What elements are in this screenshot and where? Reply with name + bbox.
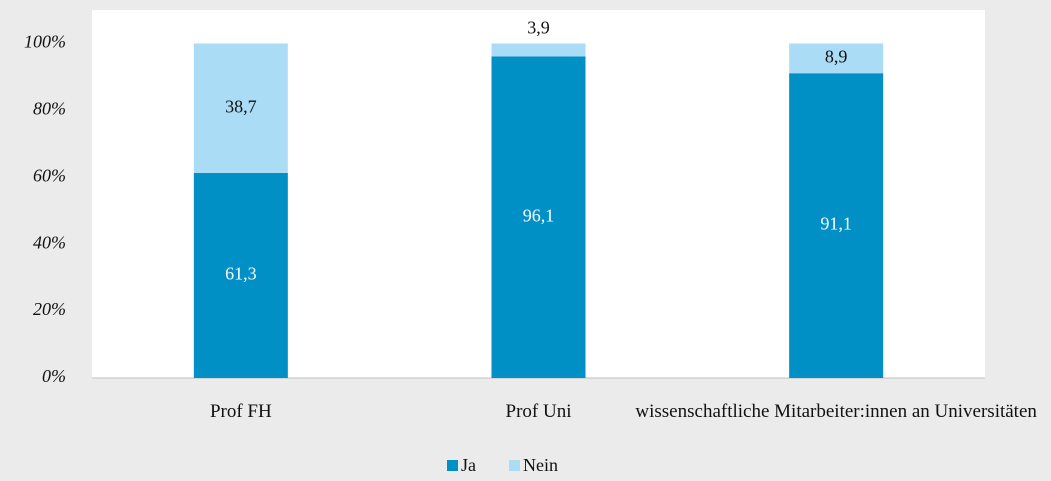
legend-swatch — [447, 460, 458, 471]
legend-swatch — [509, 460, 520, 471]
x-tick-label: Prof Uni — [505, 401, 572, 422]
bar-segment — [193, 172, 288, 378]
data-label: 8,9 — [825, 46, 848, 66]
legend-label: Nein — [523, 455, 558, 475]
bar-segment — [789, 73, 884, 378]
data-label: 96,1 — [523, 205, 555, 225]
y-tick-label: 60% — [33, 165, 66, 185]
x-tick-label: Prof FH — [209, 401, 272, 422]
y-tick-label: 0% — [42, 366, 66, 386]
data-label: 91,1 — [820, 214, 852, 234]
y-tick-label: 100% — [24, 32, 66, 52]
x-tick-label: wissenschaftliche Mitarbeiter:innen an U… — [635, 401, 1037, 422]
legend-label: Ja — [461, 455, 476, 475]
data-label: 38,7 — [225, 96, 257, 116]
bar-segment — [491, 43, 586, 57]
bar-segment — [789, 43, 884, 74]
data-label: 61,3 — [225, 264, 257, 284]
y-tick-label: 40% — [33, 232, 66, 252]
bar-segment — [491, 56, 586, 378]
y-tick-label: 80% — [33, 98, 66, 118]
y-tick-label: 20% — [33, 299, 66, 319]
data-label: 3,9 — [527, 18, 550, 38]
bar-segment — [193, 43, 288, 173]
